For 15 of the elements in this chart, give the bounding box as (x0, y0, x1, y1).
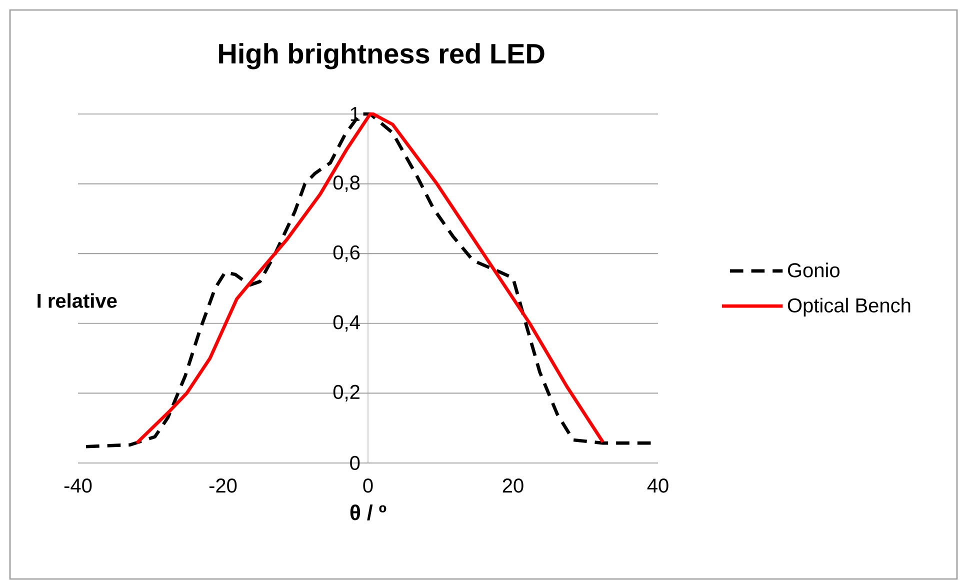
y-tick-label: 0,2 (333, 384, 360, 402)
chart-title: High brightness red LED (219, 43, 544, 70)
x-tick-label: 20 (502, 478, 524, 493)
y-tick-label: 0,6 (333, 245, 360, 262)
x-tick-label: -40 (64, 478, 92, 493)
x-axis-title: θ / º (350, 504, 386, 520)
y-tick-label: 0 (350, 456, 360, 470)
x-tick-label: -20 (209, 478, 237, 493)
x-tick-label: 0 (363, 478, 373, 493)
y-axis-title: I relative (38, 293, 117, 308)
legend-label: Optical Bench (788, 298, 910, 316)
y-tick-label: 0,4 (333, 315, 360, 332)
y-tick-label: 0,8 (333, 176, 360, 192)
legend-label: Gonio (788, 262, 840, 278)
x-tick-label: 40 (647, 478, 668, 493)
